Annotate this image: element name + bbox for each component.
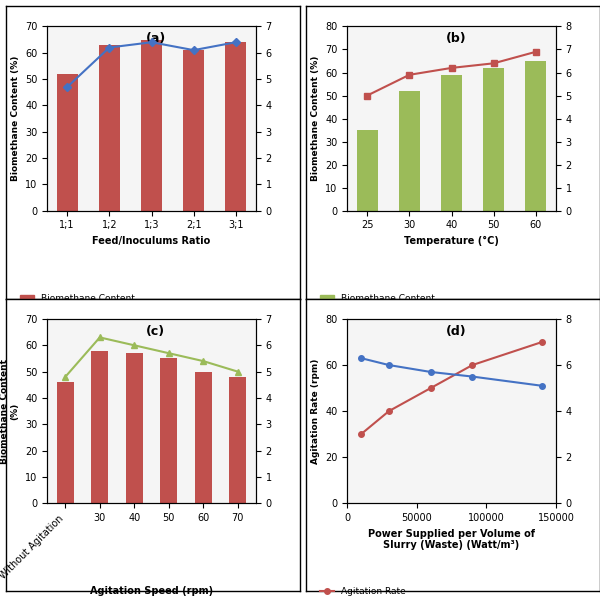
Y-axis label: Agitation Rate (rpm): Agitation Rate (rpm) — [311, 358, 320, 464]
Legend: Biomethane Content, Cumulative Biogas Yield: Biomethane Content, Cumulative Biogas Yi… — [17, 291, 154, 321]
Y-axis label: Biomethane Content (%): Biomethane Content (%) — [11, 56, 20, 181]
Y-axis label: Biomethane Content (%): Biomethane Content (%) — [311, 56, 320, 181]
Y-axis label: Cumulative Biogas Yield
(dm³/gm of Slurry): Cumulative Biogas Yield (dm³/gm of Slurr… — [315, 353, 334, 469]
Bar — [56, 74, 78, 211]
Bar — [194, 371, 212, 503]
Bar — [526, 61, 547, 211]
X-axis label: Feed/Inoculums Ratio: Feed/Inoculums Ratio — [92, 236, 211, 246]
Y-axis label: Cumulative Biogas Yield
(dm³/gm of Slurry): Cumulative Biogas Yield (dm³/gm of Slurr… — [315, 61, 334, 176]
Y-axis label: Biomethane Content
(%): Biomethane Content (%) — [0, 359, 20, 464]
Text: (d): (d) — [445, 325, 466, 337]
Bar — [125, 353, 143, 503]
Bar — [399, 91, 420, 211]
X-axis label: Temperature (°C): Temperature (°C) — [404, 236, 499, 246]
X-axis label: Agitation Speed (rpm): Agitation Speed (rpm) — [90, 586, 213, 596]
Bar — [229, 377, 247, 503]
Bar — [483, 68, 504, 211]
Bar — [99, 45, 120, 211]
Bar — [356, 130, 378, 211]
Bar — [141, 39, 162, 211]
X-axis label: Power Supplied per Volume of
Slurry (Waste) (Watt/m³): Power Supplied per Volume of Slurry (Was… — [368, 528, 535, 550]
Bar — [160, 358, 178, 503]
Legend: Biomethane Content, Cumulative Biogas Yield: Biomethane Content, Cumulative Biogas Yi… — [317, 291, 454, 321]
Bar — [441, 75, 462, 211]
Text: (b): (b) — [445, 32, 466, 45]
Bar — [183, 50, 204, 211]
Bar — [91, 350, 109, 503]
Legend: Agitation Rate, Cumulative Biogas Yield: Agitation Rate, Cumulative Biogas Yield — [317, 583, 454, 597]
Text: (a): (a) — [146, 32, 166, 45]
Bar — [226, 42, 247, 211]
Bar — [56, 382, 74, 503]
Legend: Biomethane Content, Cumulative Biogas Yield: Biomethane Content, Cumulative Biogas Yi… — [17, 595, 154, 597]
Text: (c): (c) — [146, 325, 165, 337]
